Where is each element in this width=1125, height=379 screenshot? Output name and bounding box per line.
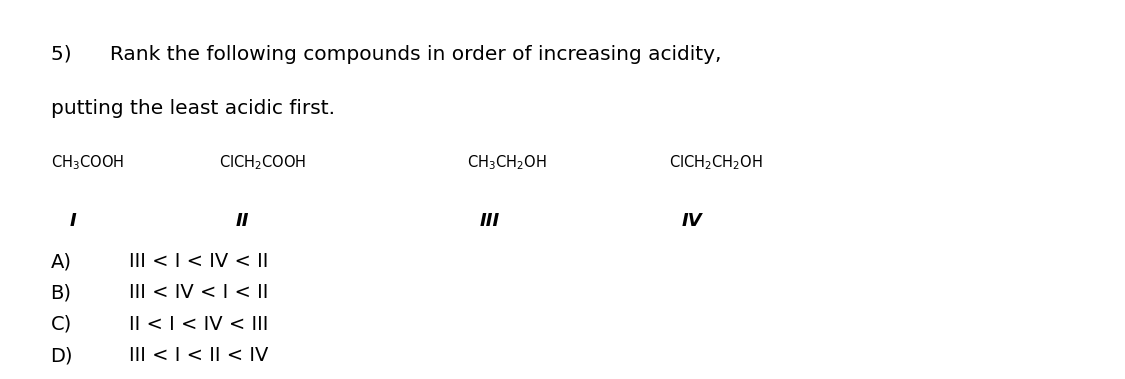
Text: ClCH$_2$CH$_2$OH: ClCH$_2$CH$_2$OH xyxy=(669,153,764,172)
Text: ClCH$_2$COOH: ClCH$_2$COOH xyxy=(219,153,307,172)
Text: II: II xyxy=(235,212,249,230)
Text: D): D) xyxy=(51,346,73,365)
Text: III < I < IV < II: III < I < IV < II xyxy=(129,252,269,271)
Text: C): C) xyxy=(51,315,72,334)
Text: 5)      Rank the following compounds in order of increasing acidity,: 5) Rank the following compounds in order… xyxy=(51,45,721,64)
Text: A): A) xyxy=(51,252,72,271)
Text: CH$_3$COOH: CH$_3$COOH xyxy=(51,153,124,172)
Text: III < IV < I < II: III < IV < I < II xyxy=(129,283,269,302)
Text: I: I xyxy=(70,212,76,230)
Text: IV: IV xyxy=(682,212,702,230)
Text: B): B) xyxy=(51,283,72,302)
Text: CH$_3$CH$_2$OH: CH$_3$CH$_2$OH xyxy=(467,153,547,172)
Text: III: III xyxy=(479,212,500,230)
Text: II < I < IV < III: II < I < IV < III xyxy=(129,315,269,334)
Text: putting the least acidic first.: putting the least acidic first. xyxy=(51,99,334,117)
Text: III < I < II < IV: III < I < II < IV xyxy=(129,346,269,365)
